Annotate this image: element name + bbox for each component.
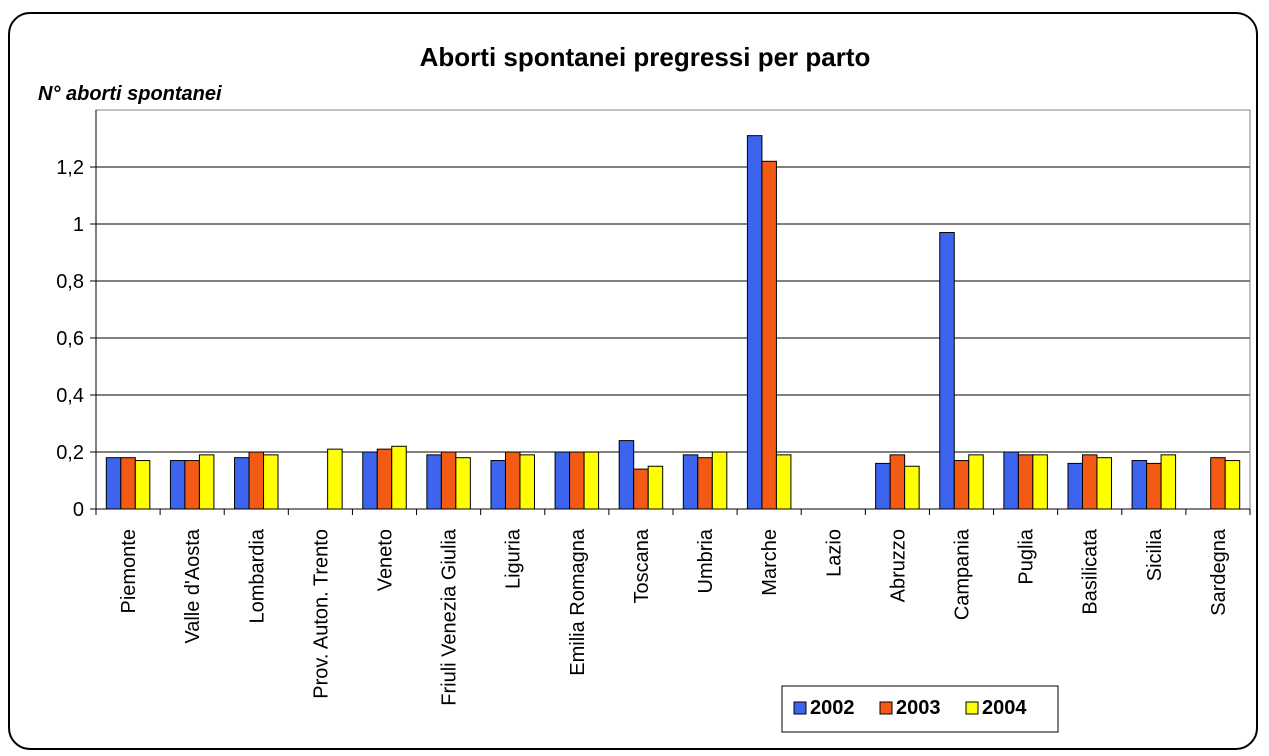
bar-2003-5 [440, 451, 457, 510]
bar-2002-15 [1067, 462, 1083, 510]
bar-2004-2 [263, 454, 279, 510]
bar-2003-6 [504, 451, 521, 510]
category-label-16: Sicilia [1144, 528, 1166, 581]
bar-2002-9 [682, 454, 699, 510]
bar-2002-1 [169, 460, 186, 510]
bar-2003-9 [697, 457, 713, 510]
bar-2003-10 [761, 160, 777, 510]
legend-swatch-2002 [793, 701, 807, 715]
bar-2002-10 [746, 135, 763, 510]
category-label-5: Friuli Venezia Giulia [439, 528, 461, 706]
bar-2003-13 [953, 460, 970, 510]
legend-swatch-2004 [965, 701, 979, 715]
category-label-12: Abruzzo [887, 529, 909, 602]
bar-2002-12 [875, 462, 891, 510]
bar-2004-17 [1224, 460, 1241, 510]
bar-2003-12 [889, 454, 906, 510]
bar-2004-4 [391, 445, 407, 510]
category-label-10: Marche [759, 529, 781, 596]
bar-2004-10 [775, 454, 792, 510]
category-label-14: Puglia [1016, 528, 1038, 584]
bar-2003-7 [569, 451, 585, 510]
y-tick-label-5: 1 [73, 214, 84, 236]
category-label-0: Piemonte [118, 529, 140, 614]
bar-2002-5 [426, 454, 442, 510]
bar-2004-9 [711, 451, 728, 510]
legend-box [781, 685, 1059, 733]
chart-title: Aborti spontanei pregressi per parto [420, 42, 871, 72]
bar-2004-5 [455, 457, 471, 510]
bar-2003-15 [1081, 454, 1098, 510]
bar-2002-8 [618, 440, 635, 510]
bar-2004-0 [134, 460, 151, 510]
bar-2002-13 [939, 232, 955, 510]
plot-area: 0 0,2 0,4 0,6 0,8 1 1,2 Piemonte Valle d'Aosta Lo… [56, 109, 1251, 733]
y-tick-label-6: 1,2 [56, 157, 84, 179]
y-tick-label-3: 0,6 [56, 328, 84, 350]
bar-2003-14 [1017, 454, 1034, 510]
legend-label-2003: 2003 [896, 697, 941, 719]
legend-label-2002: 2002 [810, 697, 855, 719]
y-axis-label: N° aborti spontanei [38, 83, 222, 105]
category-label-2: Lombardia [246, 528, 268, 623]
plot-background [96, 110, 1250, 509]
category-label-3: Prov. Auton. Trento [310, 529, 332, 699]
category-label-13: Campania [952, 528, 974, 620]
category-label-4: Veneto [375, 529, 397, 591]
legend-label-2004: 2004 [982, 697, 1027, 719]
bar-2003-1 [184, 460, 200, 510]
bar-2002-6 [490, 460, 506, 510]
bar-2004-13 [968, 454, 984, 510]
category-label-6: Liguria [503, 528, 525, 589]
bar-2002-2 [234, 457, 250, 510]
bar-2004-1 [198, 454, 215, 510]
category-label-7: Emilia Romagna [567, 528, 589, 676]
category-label-15: Basilicata [1080, 528, 1102, 614]
category-label-8: Toscana [631, 528, 653, 603]
bar-2004-6 [519, 454, 535, 510]
bar-2002-16 [1131, 460, 1148, 510]
bar-2002-0 [105, 457, 122, 510]
bar-2004-15 [1096, 457, 1112, 510]
y-tick-label-1: 0,2 [56, 442, 84, 464]
y-tick-label-4: 0,8 [56, 271, 84, 293]
bar-2004-8 [647, 465, 664, 510]
category-label-11: Lazio [823, 529, 845, 577]
bar-2003-2 [248, 451, 265, 510]
bar-2003-8 [633, 468, 649, 510]
bar-2002-14 [1003, 451, 1019, 510]
bar-2004-14 [1032, 454, 1048, 510]
bar-2004-7 [583, 451, 600, 510]
category-label-1: Valle d'Aosta [182, 528, 204, 644]
bar-2002-4 [362, 451, 378, 510]
bar-2004-12 [904, 465, 920, 510]
bar-2004-16 [1160, 454, 1177, 510]
bar-2003-17 [1210, 457, 1226, 510]
bar-2003-16 [1146, 462, 1162, 510]
y-tick-label-0: 0 [73, 499, 84, 521]
y-tick-label-2: 0,4 [56, 385, 84, 407]
legend-swatch-2003 [879, 701, 893, 715]
bar-2003-4 [376, 448, 393, 510]
category-label-17: Sardegna [1208, 528, 1230, 616]
bar-2004-3 [327, 448, 343, 510]
category-label-9: Umbria [695, 528, 717, 593]
bar-2003-0 [120, 457, 136, 510]
bar-2002-7 [554, 451, 571, 510]
